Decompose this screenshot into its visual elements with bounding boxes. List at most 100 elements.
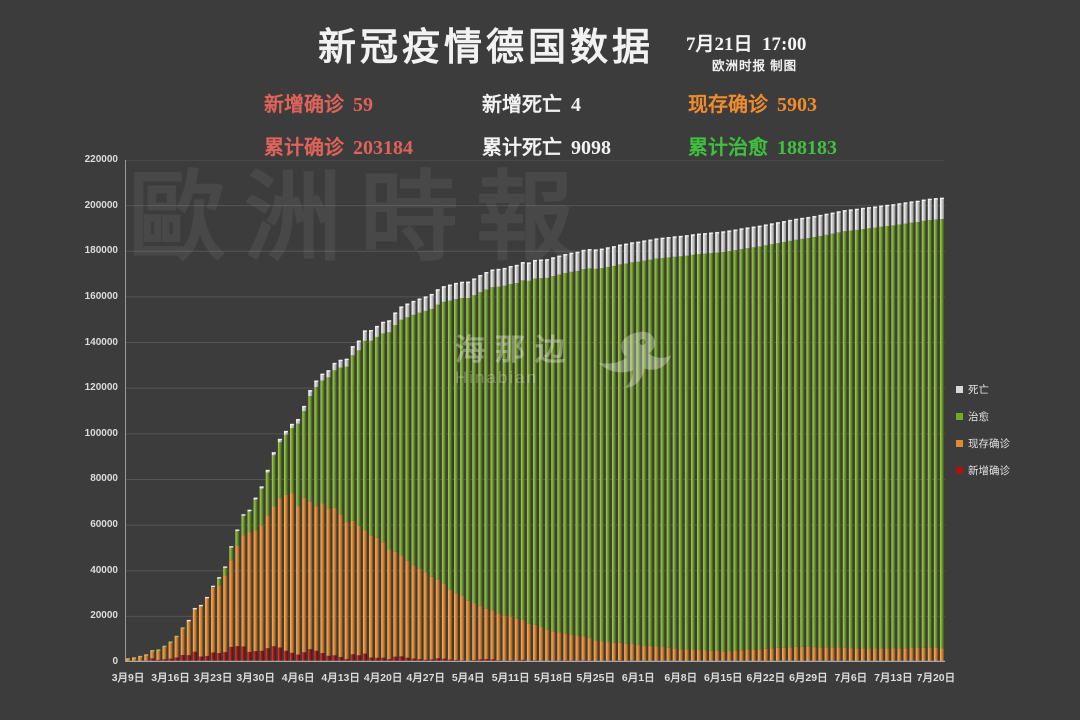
stat-total-recovered: 累计治愈 188183 [688, 131, 837, 160]
stacked-bar [520, 262, 525, 662]
legend-item-recovered: 治愈 [956, 409, 1010, 424]
stacked-bar [648, 239, 653, 662]
stacked-bar [909, 201, 914, 662]
stacked-bar [247, 509, 252, 662]
x-tick-label: 4月13日 [321, 672, 360, 684]
stacked-bar [769, 223, 774, 662]
chart-legend: 死亡 治愈 现存确诊 新增确诊 [956, 382, 1010, 490]
stacked-bar [867, 207, 872, 662]
stacked-bar [581, 249, 586, 662]
y-tick-label: 220000 [84, 154, 118, 165]
stacked-bar [678, 235, 683, 662]
stacked-bar [496, 268, 501, 662]
legend-item-active: 现存确诊 [956, 436, 1010, 451]
stacked-bar [362, 330, 367, 662]
stacked-bar [356, 340, 361, 662]
stacked-bar [782, 221, 787, 662]
legend-label: 死亡 [968, 384, 989, 396]
stacked-bar [812, 215, 817, 662]
stacked-bar [490, 269, 495, 662]
stacked-bar [441, 286, 446, 662]
stacked-bar [174, 635, 179, 662]
stat-total-deaths: 累计死亡 9098 [482, 131, 611, 160]
stacked-bar [630, 242, 635, 662]
stacked-bar [526, 262, 531, 662]
y-tick-label: 0 [112, 656, 118, 667]
stacked-bar [897, 203, 902, 662]
x-tick-label: 4月20日 [363, 672, 403, 684]
stacked-bar [879, 205, 884, 662]
stacked-bar [375, 325, 380, 662]
x-tick-label: 6月22日 [746, 672, 786, 684]
stacked-bar [411, 300, 416, 662]
stacked-bar [842, 210, 847, 662]
stat-label: 累计死亡 [482, 137, 562, 159]
stacked-bar [563, 254, 568, 662]
stacked-bar [472, 278, 477, 662]
chart-plot-area [125, 159, 945, 663]
stat-total-confirmed: 累计确诊 203184 [264, 131, 413, 160]
x-tick-label: 6月8日 [664, 672, 698, 684]
x-tick-label: 7月20日 [916, 672, 956, 684]
stat-new-confirmed: 新增确诊 59 [264, 88, 373, 117]
stacked-bar [654, 238, 659, 662]
stacked-bar [192, 607, 197, 662]
stacked-bar [727, 230, 732, 662]
stacked-bar [915, 200, 920, 662]
stacked-bar [338, 359, 343, 662]
stacked-bar [709, 232, 714, 662]
x-tick-label: 7月6日 [834, 672, 868, 684]
x-tick-label: 5月25日 [576, 672, 615, 684]
stacked-bar [794, 218, 799, 662]
stacked-bar [788, 219, 793, 662]
stacked-bar [873, 206, 878, 662]
stacked-bar [423, 296, 428, 662]
stacked-bar [229, 546, 234, 662]
stacked-bar [551, 257, 556, 662]
stacked-bar [399, 306, 404, 662]
stacked-bar [387, 320, 392, 662]
stacked-bar [751, 226, 756, 662]
y-tick-label: 20000 [90, 610, 118, 622]
stacked-bar [332, 362, 337, 662]
stacked-bar [557, 255, 562, 662]
report-credit: 欧洲时报 制图 [712, 59, 798, 73]
stacked-bar [198, 604, 203, 662]
x-tick-label: 5月11日 [491, 672, 530, 684]
stacked-bar [205, 596, 209, 662]
y-tick-label: 200000 [84, 199, 118, 211]
stacked-bar [308, 390, 313, 662]
stacked-bar [514, 264, 519, 662]
x-tick-label: 5月4日 [451, 672, 485, 684]
stacked-bar [824, 213, 829, 662]
stat-value: 203184 [353, 137, 413, 159]
stacked-bar [672, 236, 677, 662]
x-tick-label: 6月29日 [789, 672, 828, 684]
stacked-bar [739, 228, 744, 662]
stacked-bar [891, 204, 896, 662]
stacked-bar [642, 240, 647, 662]
stacked-bar [575, 251, 580, 662]
legend-swatch-deaths [956, 386, 963, 393]
stacked-bar [162, 645, 167, 662]
stacked-bar [818, 214, 823, 662]
x-tick-label: 5月18日 [533, 672, 573, 684]
stacked-bar [253, 497, 258, 662]
stacked-bar [721, 231, 726, 662]
y-tick-label: 100000 [84, 427, 118, 439]
y-tick-label: 80000 [90, 473, 118, 485]
x-tick-label: 3月23日 [193, 672, 233, 684]
stacked-bar [186, 619, 191, 662]
bar-chart [125, 159, 945, 663]
stacked-bar [223, 566, 228, 662]
stacked-bar [745, 227, 750, 662]
stacked-bar [618, 244, 623, 662]
y-tick-label: 60000 [90, 519, 118, 531]
stacked-bar [277, 438, 282, 662]
y-tick-label: 40000 [90, 564, 118, 576]
stacked-bar [666, 236, 671, 662]
stacked-bar [217, 577, 222, 662]
stacked-bar [624, 243, 629, 662]
stacked-bar [763, 224, 768, 662]
legend-label: 新增确诊 [968, 465, 1010, 477]
